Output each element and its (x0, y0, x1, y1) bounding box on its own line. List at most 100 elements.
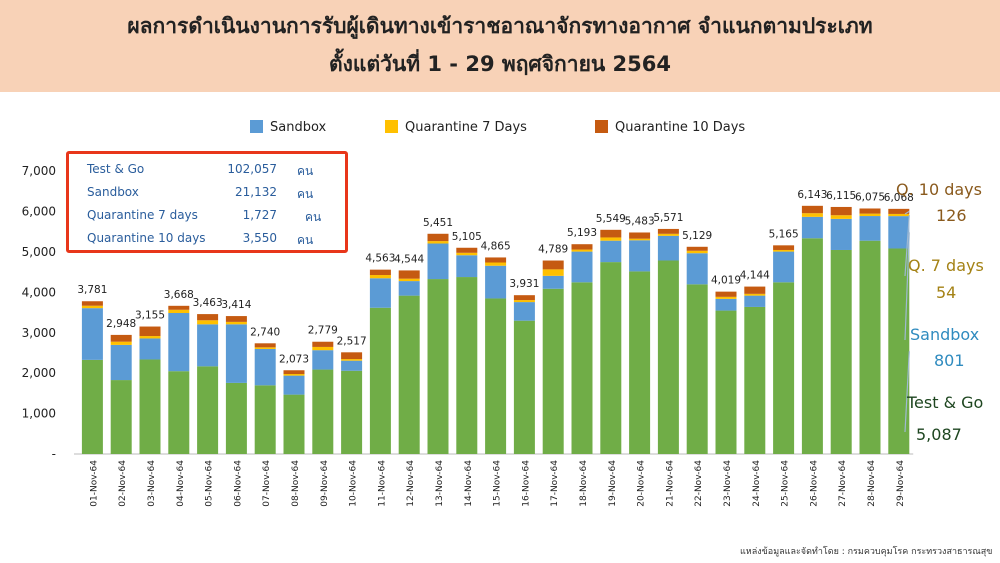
bar-segment-quarantine-7-days (744, 293, 766, 296)
bar-segment-test-go (830, 249, 852, 454)
x-tick-label: 16-Nov-64 (521, 460, 531, 507)
bar-segment-sandbox (629, 240, 651, 272)
bar-segment-quarantine-7-days (830, 215, 852, 219)
bar-segment-sandbox (427, 243, 449, 280)
sandbox-annotation-value: 801 (934, 351, 965, 370)
bar-segment-quarantine-7-days (225, 321, 247, 325)
bar-total-label: 3,414 (221, 299, 251, 311)
q10-annotation-value: 126 (936, 206, 967, 225)
source-note: แหล่งข้อมูลและจัดทำโดย : กรมควบคุมโรค กร… (740, 547, 993, 557)
x-tick-label: 22-Nov-64 (694, 460, 704, 507)
bar-total-label: 3,668 (164, 289, 194, 301)
bar-segment-quarantine-10-days (398, 270, 420, 279)
bar-segment-quarantine-10-days (657, 228, 679, 234)
bar-segment-quarantine-7-days (859, 213, 881, 217)
bar-segment-test-go (312, 369, 334, 454)
bar-segment-sandbox (542, 275, 564, 289)
bar-segment-sandbox (225, 324, 247, 383)
bar-segment-sandbox (283, 375, 305, 395)
bar-segment-quarantine-7-days (686, 250, 708, 254)
bar-segment-sandbox (456, 255, 478, 278)
bar-segment-quarantine-10-days (773, 245, 795, 250)
bar-segment-quarantine-7-days (254, 347, 276, 349)
x-tick-label: 27-Nov-64 (838, 460, 848, 507)
bar-segment-sandbox (254, 348, 276, 386)
q7-annotation-label: Q. 7 days (908, 256, 984, 275)
page-subtitle: ตั้งแต่วันที่ 1 - 29 พฤศจิกายน 2564 (329, 52, 671, 76)
bar-segment-test-go (254, 385, 276, 454)
bar-segment-quarantine-7-days (542, 269, 564, 276)
legend-label: Quarantine 10 Days (615, 120, 745, 135)
bar-segment-test-go (225, 382, 247, 454)
bar-segment-test-go (744, 306, 766, 454)
bar-total-label: 5,105 (452, 231, 482, 243)
bar-segment-quarantine-7-days (369, 275, 391, 279)
bar-segment-sandbox (888, 216, 910, 249)
bar-total-label: 3,931 (509, 278, 539, 290)
summary-value: 1,727 (242, 208, 277, 222)
summary-unit: คน (305, 210, 322, 224)
bar-segment-sandbox (139, 338, 161, 360)
bar-segment-quarantine-10-days (341, 352, 363, 360)
bar-segment-quarantine-10-days (254, 343, 276, 348)
bar-segment-quarantine-7-days (513, 300, 535, 303)
bar-segment-test-go (773, 282, 795, 454)
bar-segment-quarantine-7-days (600, 237, 622, 241)
bar-segment-sandbox (81, 308, 103, 360)
bar-segment-sandbox (859, 216, 881, 241)
bar-segment-test-go (715, 310, 737, 454)
legend-label: Quarantine 7 Days (405, 120, 527, 135)
bar-segment-test-go (542, 288, 564, 454)
bar-segment-test-go (571, 282, 593, 454)
y-tick-label: 1,000 (22, 407, 56, 421)
bar-segment-quarantine-7-days (283, 374, 305, 376)
bar-segment-quarantine-10-days (513, 295, 535, 301)
bar-segment-sandbox (398, 281, 420, 296)
bar-segment-quarantine-7-days (139, 336, 161, 339)
bar-segment-quarantine-10-days (369, 269, 391, 276)
x-tick-label: 11-Nov-64 (377, 460, 387, 507)
x-tick-label: 21-Nov-64 (665, 460, 675, 507)
bar-total-label: 2,779 (308, 325, 338, 337)
bar-segment-test-go (427, 279, 449, 454)
summary-unit: คน (297, 187, 314, 201)
bar-segment-quarantine-7-days (456, 252, 478, 256)
bar-segment-quarantine-10-days (168, 305, 190, 310)
x-tick-label: 05-Nov-64 (205, 460, 215, 507)
bar-segment-test-go (283, 394, 305, 454)
bar-segment-quarantine-7-days (888, 213, 910, 217)
y-tick-label: 7,000 (22, 164, 56, 178)
bar-segment-quarantine-7-days (168, 309, 190, 314)
x-tick-label: 09-Nov-64 (320, 460, 330, 507)
bar-segment-test-go (168, 371, 190, 454)
summary-label: Test & Go (87, 162, 145, 176)
x-tick-label: 01-Nov-64 (89, 460, 99, 507)
x-tick-label: 15-Nov-64 (493, 460, 503, 507)
bar-total-label: 2,740 (250, 326, 280, 338)
bar-segment-sandbox (773, 251, 795, 283)
bar-segment-quarantine-10-days (571, 244, 593, 250)
bar-segment-test-go (629, 271, 651, 454)
bar-total-label: 4,789 (538, 244, 568, 256)
bar-segment-test-go (110, 380, 132, 454)
leader-line (904, 351, 910, 433)
bar-segment-quarantine-10-days (485, 257, 507, 263)
test-go-annotation-label: Test & Go (907, 393, 984, 412)
bar-segment-test-go (513, 320, 535, 454)
y-tick-label: 6,000 (22, 205, 56, 219)
bar-segment-sandbox (110, 344, 132, 381)
bar-segment-test-go (657, 260, 679, 454)
bar-segment-quarantine-10-days (859, 208, 881, 214)
bar-total-label: 5,193 (567, 227, 597, 239)
bar-segment-sandbox (571, 251, 593, 283)
x-tick-label: 14-Nov-64 (464, 460, 474, 507)
bar-segment-quarantine-7-days (485, 262, 507, 266)
summary-box: Test & Go 102,057 คน Sandbox 21,132 คน Q… (66, 151, 348, 253)
bar-segment-quarantine-10-days (888, 208, 910, 214)
bar-segment-quarantine-7-days (773, 249, 795, 252)
bar-total-label: 5,571 (653, 212, 683, 224)
x-tick-label: 24-Nov-64 (752, 460, 762, 507)
x-tick-label: 06-Nov-64 (233, 460, 243, 507)
bar-total-label: 4,865 (481, 240, 511, 252)
summary-label: Sandbox (87, 185, 139, 199)
